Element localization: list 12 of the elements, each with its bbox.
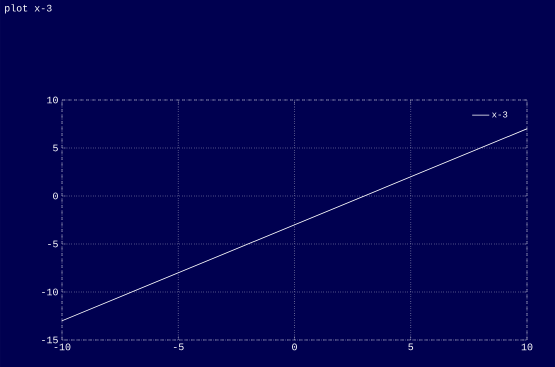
y-tick-label: -5 xyxy=(48,240,58,248)
y-tick-label: -10 xyxy=(42,288,58,296)
x-tick-label: 10 xyxy=(522,344,532,350)
x-tick-label: -5 xyxy=(174,344,184,350)
x-tick-label: 0 xyxy=(292,344,297,350)
chart-title: plot x-3 xyxy=(5,4,52,14)
legend-label: x-3 xyxy=(492,111,508,118)
y-tick-label: 0 xyxy=(53,192,58,200)
y-tick-label: -15 xyxy=(42,336,58,344)
x-tick-label: 5 xyxy=(408,344,414,350)
y-tick-label: 5 xyxy=(53,144,58,152)
y-tick-label: 10 xyxy=(47,96,58,104)
